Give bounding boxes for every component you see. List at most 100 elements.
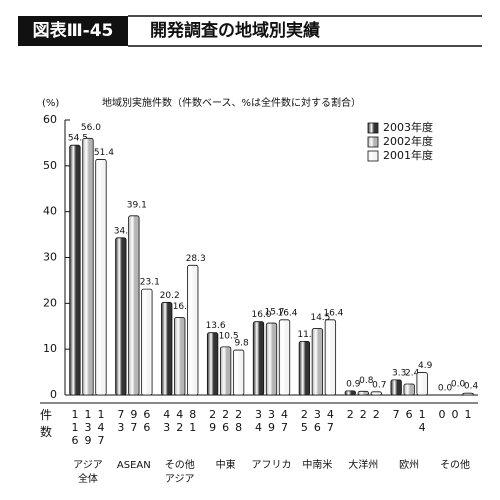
x-tick-label: ASEAN xyxy=(117,460,151,471)
value-label: 23.1 xyxy=(140,278,160,288)
count-value: 6 xyxy=(406,408,413,421)
figure-label: 図表Ⅲ-45 xyxy=(33,20,114,41)
bar xyxy=(69,144,81,396)
bar xyxy=(462,392,474,396)
bar xyxy=(115,237,127,396)
value-label: 54.5 xyxy=(68,134,88,144)
value-label: 0.4 xyxy=(464,382,479,392)
bar xyxy=(174,317,186,396)
bar xyxy=(232,349,245,396)
legend-swatch xyxy=(367,136,379,148)
x-tick-label: 大洋州 xyxy=(348,458,378,471)
x-tick-label: その他アジア xyxy=(165,458,195,485)
bar xyxy=(357,390,369,396)
value-label: 13.6 xyxy=(206,321,226,331)
value-label: 34.3 xyxy=(114,226,134,236)
bar xyxy=(324,319,337,396)
x-tick-label: 中東 xyxy=(216,458,236,471)
y-tick-label: 0 xyxy=(50,388,57,401)
value-label: 51.4 xyxy=(94,148,114,158)
value-label: 56.0 xyxy=(81,123,101,133)
bar xyxy=(206,332,219,396)
value-label: 11.7 xyxy=(297,330,317,340)
legend-label: 2002年度 xyxy=(383,134,433,148)
value-label: 2.4 xyxy=(405,369,420,379)
x-tick-label: アフリカ xyxy=(252,459,292,471)
bar xyxy=(416,372,428,396)
count-value: 1 xyxy=(465,408,472,421)
count-value: 2 xyxy=(373,408,380,421)
value-label: 28.3 xyxy=(186,254,206,264)
x-tick-label: その他 xyxy=(440,458,470,471)
x-tick-label: 中南米 xyxy=(302,458,332,471)
figure-label-box xyxy=(18,16,128,46)
value-label: 0.7 xyxy=(372,380,386,390)
chart-subtitle: 地域別実施件数（件数ベース、%は全件数に対する割合） xyxy=(102,96,361,109)
y-tick-label: 60 xyxy=(43,113,57,126)
title-border xyxy=(128,15,482,47)
value-label: 4.9 xyxy=(418,361,433,371)
y-tick-label: 30 xyxy=(43,251,57,264)
bar xyxy=(390,379,402,396)
bar xyxy=(161,302,173,396)
value-label: 0.8 xyxy=(359,376,374,386)
legend-swatch xyxy=(367,122,379,134)
bar xyxy=(82,137,94,396)
value-label: 10.5 xyxy=(219,331,239,341)
bar xyxy=(311,328,324,396)
legend-label: 2003年度 xyxy=(383,120,433,134)
value-label: 0.0 xyxy=(451,380,466,390)
y-tick-label: 50 xyxy=(43,159,57,172)
value-label: 16.4 xyxy=(277,308,297,318)
value-label: 39.1 xyxy=(127,200,147,210)
bar xyxy=(141,288,153,396)
value-label: 16.0 xyxy=(251,310,271,320)
value-label: 14.5 xyxy=(310,313,330,323)
bar xyxy=(187,264,199,396)
bar xyxy=(403,383,415,396)
bar xyxy=(278,319,291,396)
bar xyxy=(252,321,265,396)
count-value: 7 xyxy=(393,408,400,421)
bar xyxy=(95,159,107,396)
value-label: 0.0 xyxy=(438,384,453,394)
count-label: 件数 xyxy=(40,408,52,439)
value-label: 20.2 xyxy=(160,291,180,301)
bar xyxy=(128,215,140,396)
x-tick-label: アジア全体 xyxy=(73,460,103,485)
value-label: 9.8 xyxy=(234,339,249,349)
y-tick-label: 40 xyxy=(43,205,57,218)
count-value: 2 xyxy=(347,408,354,421)
bar xyxy=(219,346,232,396)
value-label: 3.3 xyxy=(392,368,406,378)
bar xyxy=(265,322,278,396)
y-axis-label: (%) xyxy=(42,98,59,109)
bar xyxy=(298,340,311,396)
legend-label: 2001年度 xyxy=(383,148,433,162)
bar xyxy=(344,390,356,396)
legend-swatch xyxy=(367,150,379,162)
count-value: 0 xyxy=(452,408,459,421)
x-tick-label: 欧州 xyxy=(399,459,419,471)
count-value: 2 xyxy=(360,408,367,421)
